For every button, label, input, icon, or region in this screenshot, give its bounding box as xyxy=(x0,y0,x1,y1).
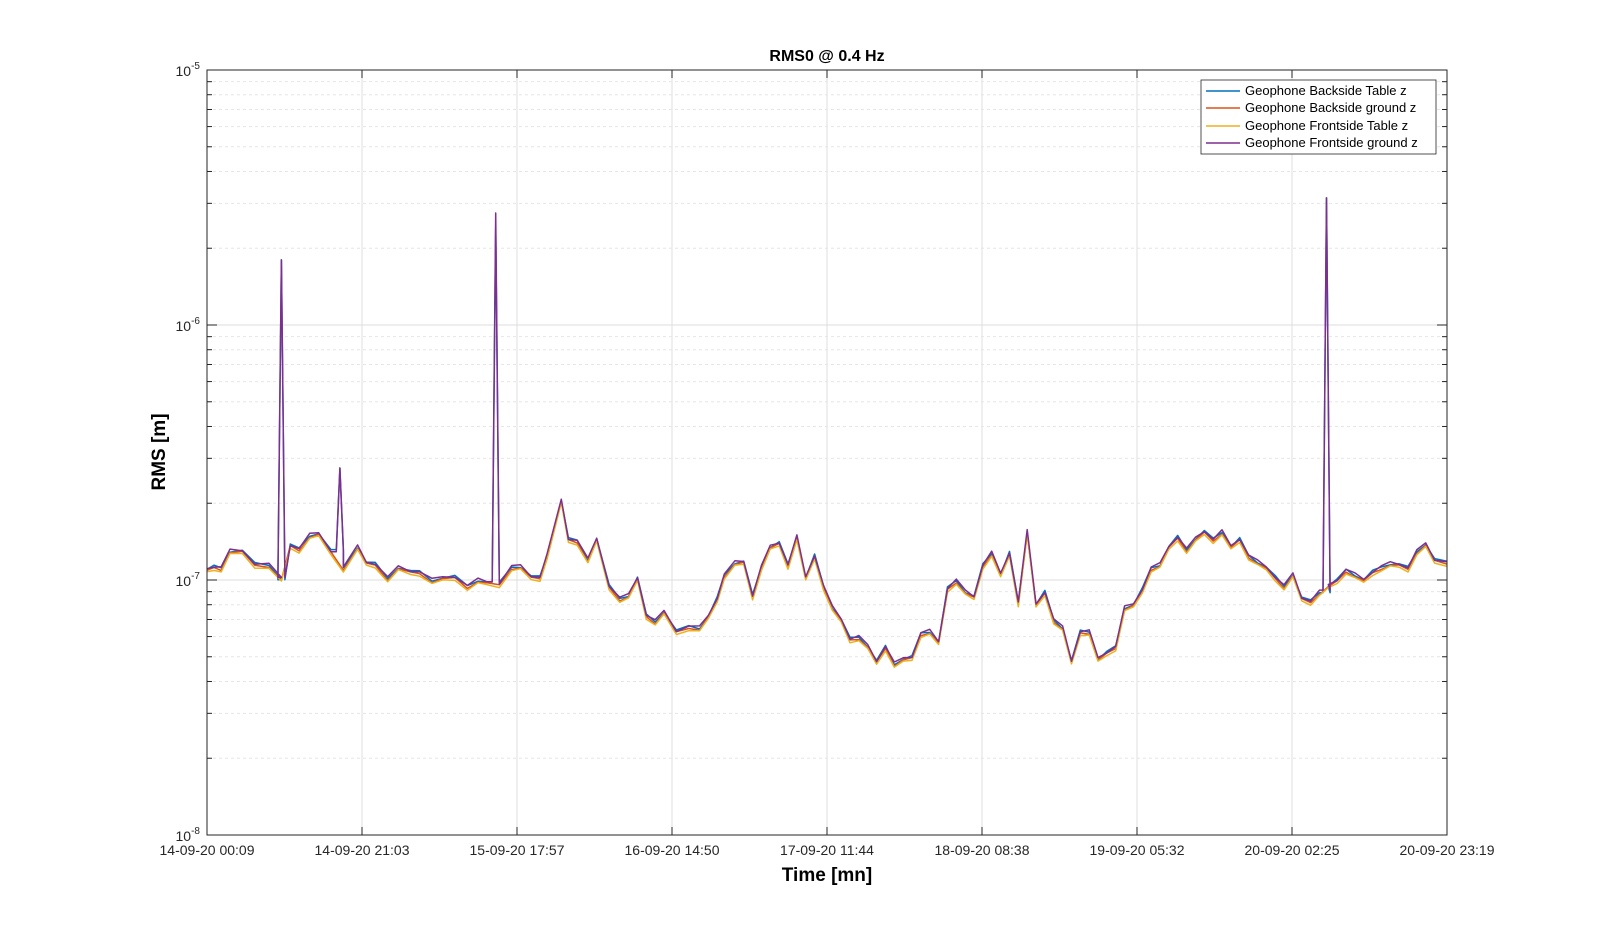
x-axis-label: Time [mn] xyxy=(782,865,872,886)
x-tick-label: 20-09-20 23:19 xyxy=(1400,842,1495,858)
x-tick-label: 14-09-20 21:03 xyxy=(315,842,410,858)
chart-title: RMS0 @ 0.4 Hz xyxy=(769,48,884,65)
x-tick-label: 17-09-20 11:44 xyxy=(780,842,874,858)
y-tick-label: 10-6 xyxy=(176,316,201,334)
x-tick-label: 19-09-20 05:32 xyxy=(1090,842,1185,858)
x-tick-labels: 14-09-20 00:09 14-09-20 21:03 15-09-20 17:… xyxy=(160,842,1495,858)
y-axis-label: RMS [m] xyxy=(149,413,170,490)
legend-entry-backside-ground: Geophone Backside ground z xyxy=(1245,100,1416,115)
series-lines xyxy=(206,197,1448,668)
series-line-3 xyxy=(206,197,1448,663)
legend-entry-frontside-table: Geophone Frontside Table z xyxy=(1245,118,1408,133)
legend-entry-backside-table: Geophone Backside Table z xyxy=(1245,83,1407,98)
y-tick-labels: 10-8 10-7 10-6 10-5 xyxy=(176,61,201,844)
x-tick-label: 18-09-20 08:38 xyxy=(935,842,1030,858)
y-tick-label: 10-5 xyxy=(176,61,201,79)
axis-ticks xyxy=(206,70,1448,836)
legend-box xyxy=(1200,79,1437,155)
x-tick-label: 16-09-20 14:50 xyxy=(625,842,720,858)
y-tick-label: 10-7 xyxy=(176,571,201,589)
legend: Geophone Backside Table z Geophone Backs… xyxy=(1200,79,1437,155)
x-tick-label: 20-09-20 02:25 xyxy=(1245,842,1340,858)
x-tick-label: 14-09-20 00:09 xyxy=(160,842,255,858)
x-tick-label: 15-09-20 17:57 xyxy=(470,842,565,858)
y-tick-label: 10-8 xyxy=(176,826,201,844)
legend-entry-frontside-ground: Geophone Frontside ground z xyxy=(1245,135,1418,150)
series-line-2 xyxy=(206,501,1448,668)
